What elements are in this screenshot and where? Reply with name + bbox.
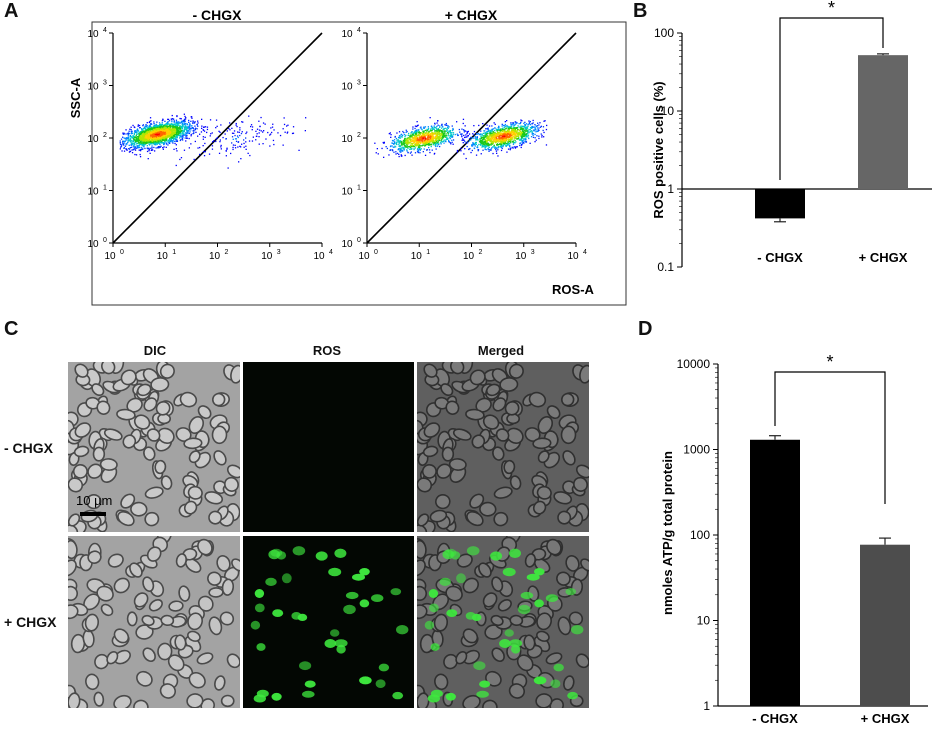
y-tick-label: 10000 <box>677 357 711 371</box>
bar-plus-chgx <box>860 544 910 706</box>
density-dots <box>374 117 548 160</box>
y-tick-label: 10 <box>661 104 675 118</box>
y-tick-label: 10 <box>341 187 353 198</box>
x-tick-exponent: 2 <box>225 249 229 256</box>
image-merged-minus-chgx <box>417 362 589 532</box>
category-label: + CHGX <box>861 711 910 726</box>
y-tick-label: 10 <box>87 82 99 93</box>
panel-a-flow-cytometry: SSC-A ROS-A - CHGX + CHGX 10 010 010 110 110… <box>68 7 627 306</box>
image-merged-plus-chgx <box>417 536 589 708</box>
y-tick-label: 10 <box>697 614 711 628</box>
x-tick-label: 10 <box>209 251 221 262</box>
category-label: + CHGX <box>859 250 908 265</box>
significance-star: * <box>826 352 833 372</box>
bar-minus-chgx <box>750 439 800 706</box>
scale-bar <box>80 512 106 516</box>
x-tick-exponent: 3 <box>277 249 281 256</box>
row-label-plus-chgx: + CHGX <box>4 614 57 630</box>
x-tick-exponent: 4 <box>583 249 587 256</box>
panel-b-ylabel: ROS positive cells (%) <box>651 81 666 218</box>
y-tick-label: 10 <box>341 134 353 145</box>
panel-a-frame <box>91 21 627 306</box>
panel-b-bar-chart: ROS positive cells (%) 0.1 1 10 100 - CHGX + … <box>651 0 932 274</box>
x-tick-exponent: 2 <box>479 249 483 256</box>
column-title-dic: DIC <box>143 343 167 358</box>
column-title-ros: ROS <box>312 343 342 358</box>
scatter-plot-minus-chgx: 10 010 010 110 110 210 210 310 310 410 4 <box>87 27 333 262</box>
y-tick-label: 10 <box>87 134 99 145</box>
y-tick-exponent: 1 <box>103 185 107 192</box>
y-tick-label: 10 <box>87 187 99 198</box>
bar-minus-chgx <box>755 189 805 219</box>
y-tick-exponent: 1 <box>357 185 361 192</box>
panel-a-ylabel: SSC-A <box>68 77 83 118</box>
image-ros-minus-chgx <box>243 362 414 532</box>
y-tick-label: 1 <box>667 182 674 196</box>
plot-title-minus-chgx: - CHGX <box>193 7 243 23</box>
y-tick-label: 0.1 <box>657 260 674 274</box>
x-tick-label: 10 <box>515 251 527 262</box>
panel-letter-d: D <box>638 318 653 340</box>
y-tick-label: 1 <box>703 699 710 713</box>
y-tick-label: 10 <box>341 29 353 40</box>
category-label: - CHGX <box>757 250 803 265</box>
y-tick-exponent: 2 <box>103 132 107 139</box>
y-tick-label: 100 <box>654 26 674 40</box>
x-tick-label: 10 <box>567 251 579 262</box>
x-tick-exponent: 3 <box>531 249 535 256</box>
column-title-merged: Merged <box>477 343 525 358</box>
panel-c-microscopy: DIC ROS Merged - CHGX + CHGX 10 µm <box>0 318 630 728</box>
plot-title-plus-chgx: + CHGX <box>445 7 498 23</box>
panel-letter-a: A <box>4 0 19 22</box>
x-tick-label: 10 <box>104 251 116 262</box>
panel-letter-c: C <box>4 318 19 340</box>
image-ros-plus-chgx <box>243 536 414 708</box>
panel-letter-b: B <box>633 0 648 22</box>
x-tick-exponent: 1 <box>426 249 430 256</box>
panel-d-bar-chart: nmoles ATP/g total protein 1 10 100 1000 100… <box>660 352 928 726</box>
density-dots <box>119 113 307 169</box>
y-tick-label: 10 <box>341 239 353 250</box>
y-tick-label: 100 <box>690 528 710 542</box>
x-tick-label: 10 <box>411 251 423 262</box>
y-tick-label: 10 <box>87 29 99 40</box>
y-tick-exponent: 0 <box>103 237 107 244</box>
image-dic-plus-chgx <box>68 536 240 708</box>
significance-bracket <box>774 371 886 504</box>
scale-bar-label: 10 µm <box>76 493 113 508</box>
x-tick-label: 10 <box>261 251 273 262</box>
x-tick-exponent: 1 <box>172 249 176 256</box>
x-tick-exponent: 0 <box>120 249 124 256</box>
y-tick-exponent: 2 <box>357 132 361 139</box>
x-tick-label: 10 <box>358 251 370 262</box>
x-tick-label: 10 <box>313 251 325 262</box>
panel-d-ylabel: nmoles ATP/g total protein <box>660 451 675 615</box>
y-tick-exponent: 3 <box>103 80 107 87</box>
y-tick-exponent: 4 <box>357 27 361 34</box>
significance-star: * <box>828 0 835 18</box>
row-label-minus-chgx: - CHGX <box>4 440 53 456</box>
scatter-plot-plus-chgx: 10 010 010 110 110 210 210 310 310 410 4 <box>341 27 587 262</box>
y-tick-label: 1000 <box>683 443 710 457</box>
category-label: - CHGX <box>752 711 798 726</box>
y-tick-exponent: 0 <box>357 237 361 244</box>
image-dic-minus-chgx: 10 µm <box>68 362 240 532</box>
x-tick-label: 10 <box>157 251 169 262</box>
x-tick-exponent: 4 <box>329 249 333 256</box>
y-tick-exponent: 4 <box>103 27 107 34</box>
y-tick-label: 10 <box>87 239 99 250</box>
panel-a-xlabel: ROS-A <box>552 282 595 297</box>
significance-bracket <box>779 17 884 180</box>
y-tick-exponent: 3 <box>357 80 361 87</box>
y-tick-label: 10 <box>341 82 353 93</box>
bar-plus-chgx <box>858 55 908 190</box>
x-tick-label: 10 <box>463 251 475 262</box>
x-tick-exponent: 0 <box>374 249 378 256</box>
